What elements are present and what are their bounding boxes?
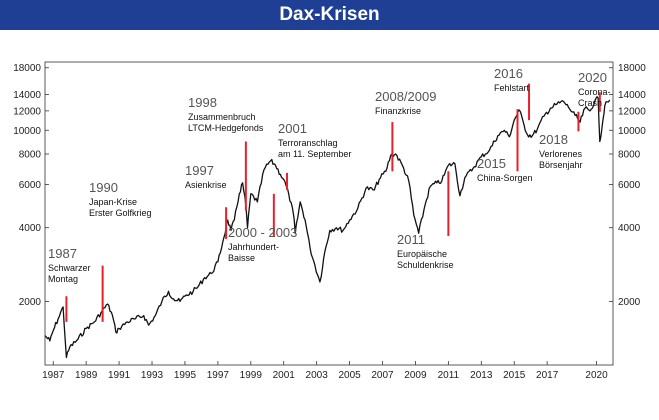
crisis-description: Corona- bbox=[578, 87, 611, 97]
crisis-year-label: 1990 bbox=[89, 180, 118, 195]
y-tick-label-left: 6000 bbox=[19, 180, 42, 191]
x-tick-label: 2015 bbox=[503, 370, 526, 381]
dax-index-line bbox=[44, 96, 611, 359]
crisis-description: Finanzkrise bbox=[375, 106, 421, 116]
x-tick-label: 2011 bbox=[438, 370, 460, 381]
x-tick-label: 1987 bbox=[42, 370, 65, 381]
x-tick-label: 2009 bbox=[404, 370, 427, 381]
crisis-year-label: 2016 bbox=[494, 66, 523, 81]
y-tick-label-left: 14000 bbox=[13, 90, 41, 101]
y-tick-label-left: 18000 bbox=[13, 63, 41, 74]
crisis-description: Montag bbox=[48, 274, 78, 284]
crisis-description: Fehlstart bbox=[494, 83, 530, 93]
x-tick-label: 2020 bbox=[585, 370, 608, 381]
y-tick-label-right: 18000 bbox=[618, 63, 646, 74]
y-tick-label-left: 2000 bbox=[19, 297, 42, 308]
crisis-description: Baisse bbox=[228, 253, 255, 263]
y-tick-label-right: 8000 bbox=[618, 149, 641, 160]
crisis-description: LTCM-Hedgefonds bbox=[188, 123, 264, 133]
crisis-year-label: 2018 bbox=[539, 132, 568, 147]
chart-title: Dax-Krisen bbox=[279, 4, 380, 25]
x-tick-label: 2005 bbox=[338, 370, 361, 381]
x-tick-label: 2003 bbox=[306, 370, 329, 381]
crisis-year-label: 1987 bbox=[48, 246, 77, 261]
crisis-description: Asienkrise bbox=[185, 180, 227, 190]
crisis-year-label: 2011 bbox=[397, 232, 425, 247]
crisis-description: am 11. September bbox=[278, 149, 351, 159]
x-tick-label: 2001 bbox=[273, 370, 296, 381]
y-tick-label-right: 4000 bbox=[618, 223, 641, 234]
crisis-year-label: 2015 bbox=[477, 156, 506, 171]
crisis-description: Europäische bbox=[397, 249, 447, 259]
crisis-description: Zusammenbruch bbox=[188, 112, 256, 122]
crisis-description: Crash bbox=[578, 98, 602, 108]
y-tick-label-left: 8000 bbox=[19, 149, 42, 160]
crisis-description: Japan-Krise bbox=[89, 197, 137, 207]
crisis-year-label: 2020 bbox=[578, 70, 607, 85]
y-tick-label-right: 10000 bbox=[618, 126, 646, 137]
crisis-description: Schwarzer bbox=[48, 263, 91, 273]
crisis-year-label: 2000 - 2003 bbox=[228, 225, 297, 240]
crisis-year-label: 1998 bbox=[188, 95, 217, 110]
crisis-description: Verlorenes bbox=[539, 149, 583, 159]
y-tick-label-left: 10000 bbox=[13, 126, 41, 137]
crisis-description: Jahrhundert- bbox=[228, 242, 279, 252]
crisis-description: China-Sorgen bbox=[477, 173, 533, 183]
x-tick-label: 1999 bbox=[240, 370, 263, 381]
crisis-year-label: 2008/2009 bbox=[375, 89, 436, 104]
crisis-description: Terroranschlag bbox=[278, 138, 338, 148]
y-tick-label-left: 4000 bbox=[19, 223, 42, 234]
x-tick-label: 2007 bbox=[371, 370, 394, 381]
crisis-year-label: 1997 bbox=[185, 163, 214, 178]
y-tick-label-left: 12000 bbox=[13, 106, 41, 117]
chart-title-bar: Dax-Krisen bbox=[0, 0, 659, 30]
x-tick-label: 1991 bbox=[108, 370, 131, 381]
x-tick-label: 2017 bbox=[536, 370, 559, 381]
y-tick-label-right: 12000 bbox=[618, 106, 646, 117]
plot-frame bbox=[44, 61, 614, 366]
x-tick-label: 1995 bbox=[174, 370, 197, 381]
x-tick-label: 2013 bbox=[470, 370, 493, 381]
crisis-description: Erster Golfkrieg bbox=[89, 208, 152, 218]
crisis-year-label: 2001 bbox=[278, 121, 307, 136]
x-tick-label: 1997 bbox=[207, 370, 230, 381]
crisis-description: Börsenjahr bbox=[539, 160, 583, 170]
x-tick-label: 1993 bbox=[141, 370, 164, 381]
y-tick-label-right: 14000 bbox=[618, 90, 646, 101]
y-tick-label-right: 2000 bbox=[618, 297, 641, 308]
y-tick-label-right: 6000 bbox=[618, 180, 641, 191]
x-tick-label: 1989 bbox=[75, 370, 98, 381]
crisis-description: Schuldenkrise bbox=[397, 260, 454, 270]
